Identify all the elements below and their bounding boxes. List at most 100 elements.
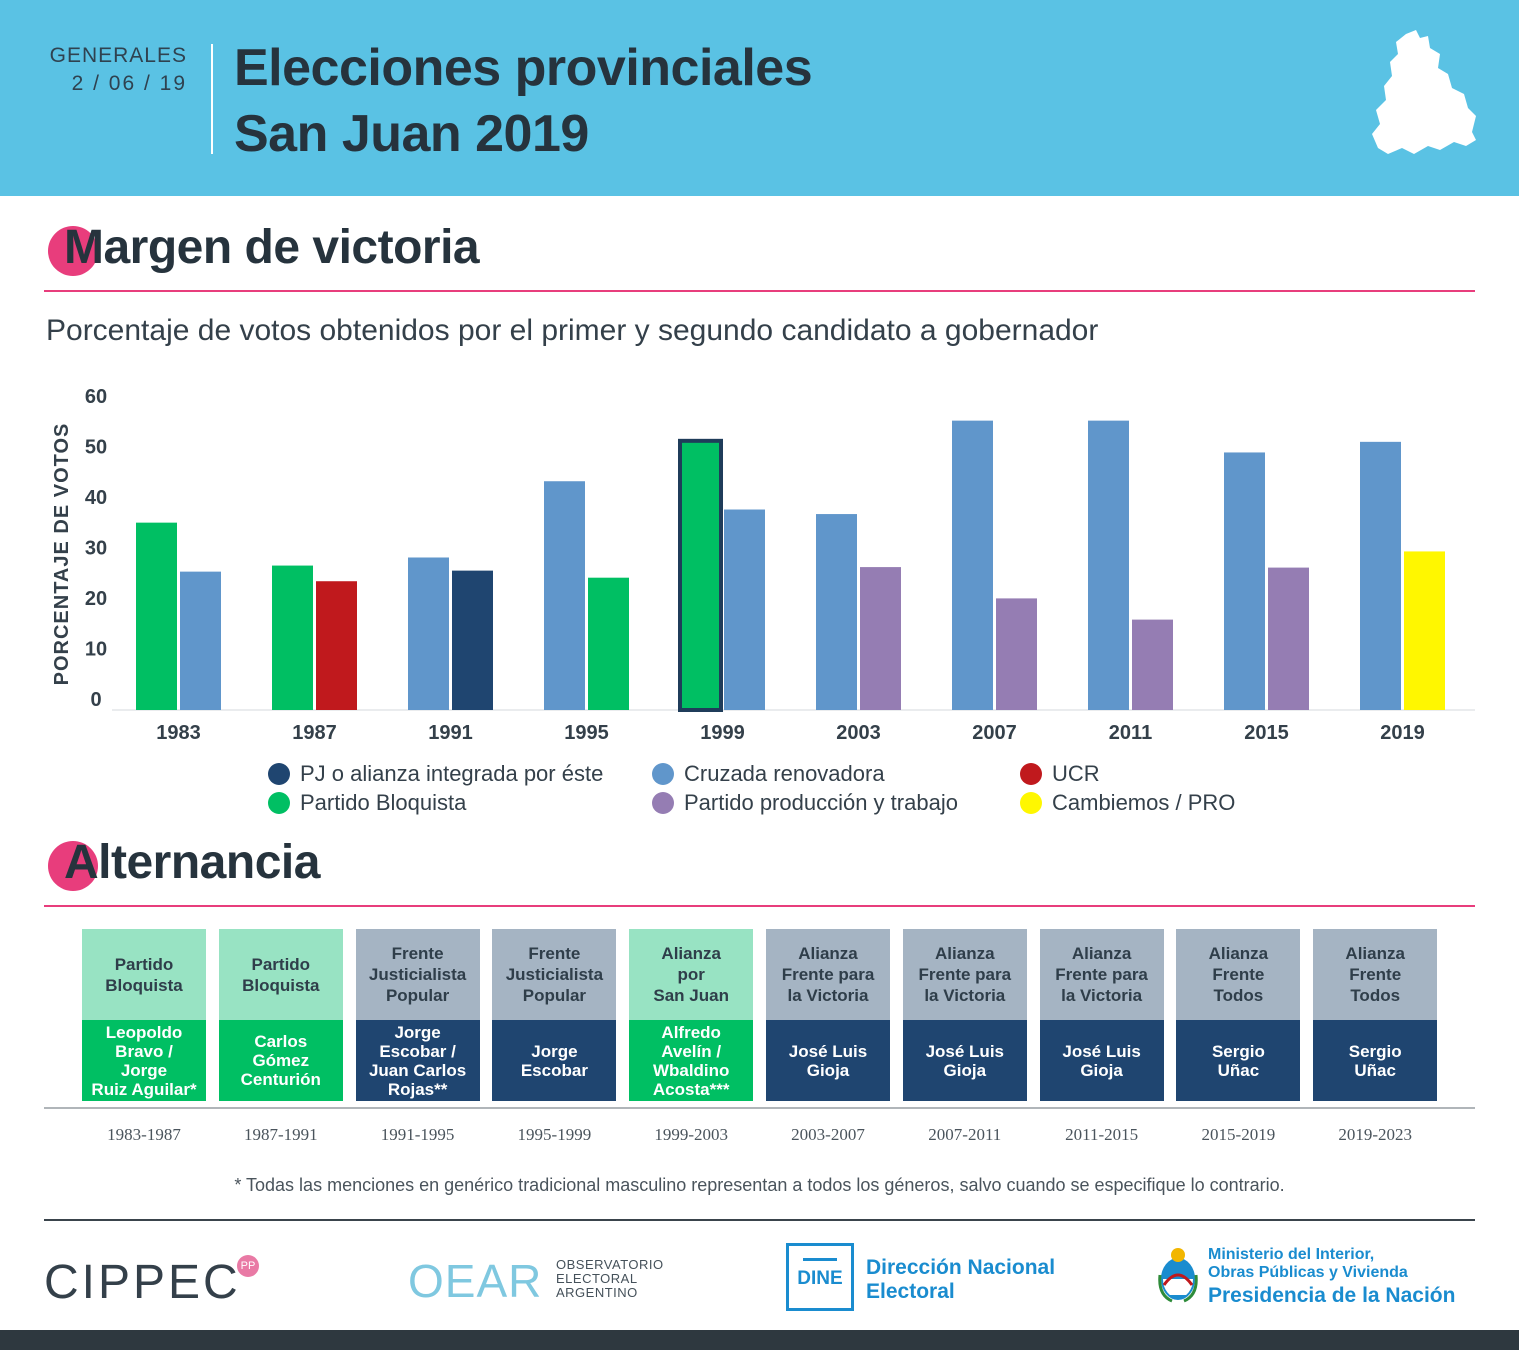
vote-share-bar-chart: 0 10 20 30 40 50 60 PORCENTAJE DE VOTOS 1983 1987… — [51, 386, 1475, 744]
legend-swatch — [652, 792, 674, 814]
section-title-alternancia: Alternancia — [64, 836, 320, 889]
legend-swatch — [268, 763, 290, 785]
legend-label: UCR — [1052, 761, 1100, 786]
san-juan-map-icon — [1372, 30, 1476, 154]
bar-second-candidate — [588, 577, 629, 710]
page-title-line-2: San Juan 2019 — [234, 105, 589, 163]
ministerio-name: Ministerio del Interior, Obras Públicas … — [1208, 1246, 1408, 1281]
term-party: Alianza Frente para la Victoria — [902, 929, 1027, 1020]
y-tick-label: 0 — [90, 689, 101, 711]
term-column: Alianza Frente para la Victoria José Luis… — [766, 929, 890, 1101]
election-date: 2 / 06 / 19 — [71, 72, 187, 95]
term-governor: José Luis Gioja — [766, 1020, 890, 1101]
bar-first-candidate — [952, 420, 993, 710]
page-title-line-1: Elecciones provinciales — [234, 39, 813, 97]
legend-label: Cambiemos / PRO — [1052, 790, 1236, 815]
term-party: Alianza Frente para la Victoria — [1039, 929, 1164, 1020]
x-tick-label: 2011 — [1109, 722, 1152, 744]
term-period: 2015-2019 — [1201, 1125, 1276, 1144]
term-governor: José Luis Gioja — [902, 1020, 1027, 1101]
dine-logo-bar — [803, 1258, 837, 1261]
term-column: Alianza por San Juan Alfredo Avelín / Wba… — [629, 929, 754, 1101]
bar-second-candidate — [1132, 619, 1173, 710]
x-tick-label: 1991 — [428, 722, 473, 744]
x-tick-label: 2015 — [1244, 722, 1289, 744]
legend-label: Cruzada renovadora — [684, 761, 885, 786]
heading-dot — [48, 226, 98, 276]
legend-label: Partido producción y trabajo — [684, 790, 958, 815]
term-period: 1987-1991 — [243, 1125, 318, 1144]
dine-logo-text: DINE — [797, 1268, 843, 1289]
term-column: Partido Bloquista Carlos Gómez Centurión — [218, 929, 343, 1101]
term-column: Alianza Frente Todos Sergio Uñac — [1176, 929, 1301, 1101]
cippec-badge: PP — [237, 1255, 259, 1277]
term-column: Alianza Frente Todos Sergio Uñac — [1313, 929, 1438, 1101]
election-type-label: GENERALES — [49, 44, 187, 67]
footnote: * Todas las menciones en genérico tradic… — [234, 1175, 1285, 1195]
section-title-margen: Margen de victoria — [64, 221, 480, 274]
x-tick-label: 1987 — [292, 722, 337, 744]
national-shield-icon — [1158, 1248, 1198, 1303]
term-party: Partido Bloquista — [82, 929, 206, 1020]
bar-second-candidate — [724, 509, 765, 710]
bar-first-candidate — [816, 514, 857, 710]
term-party: Alianza por San Juan — [629, 929, 754, 1020]
section-divider — [44, 905, 1475, 907]
chart-subtitle: Porcentaje de votos obtenidos por el pri… — [46, 314, 1099, 347]
term-governor: José Luis Gioja — [1039, 1020, 1164, 1101]
x-tick-label: 2003 — [836, 722, 881, 744]
legend-item-bloquista: Partido Bloquista — [268, 789, 466, 817]
term-party: Alianza Frente para la Victoria — [766, 929, 890, 1020]
y-axis-label: PORCENTAJE DE VOTOS — [51, 423, 73, 686]
y-tick-label: 60 — [85, 386, 107, 408]
heading-dot — [48, 841, 98, 891]
term-column: Alianza Frente para la Victoria José Luis… — [1039, 929, 1164, 1101]
bar-second-candidate — [180, 571, 221, 710]
term-period: 1983-1987 — [107, 1125, 181, 1144]
x-tick-label: 1999 — [700, 722, 745, 744]
y-tick-label: 40 — [85, 487, 107, 509]
bar-second-candidate — [860, 567, 901, 710]
term-column: Frente Justicialista Popular Jorge Escoba… — [492, 929, 617, 1101]
timeline-baseline — [44, 1107, 1475, 1109]
legend-item-cruzada: Cruzada renovadora — [652, 760, 885, 788]
term-column: Partido Bloquista Leopoldo Bravo / Jorge … — [82, 929, 206, 1101]
legend-swatch — [1020, 763, 1042, 785]
dine-logo: DINE — [786, 1243, 854, 1311]
term-period: 2011-2015 — [1065, 1125, 1139, 1144]
oear-logo-subtitle: OBSERVATORIO ELECTORAL ARGENTINO — [556, 1257, 664, 1300]
y-tick-label: 50 — [85, 437, 107, 459]
oear-logo: OEAR — [408, 1255, 543, 1307]
bar-second-candidate — [996, 598, 1037, 710]
bar-first-candidate — [1224, 452, 1265, 710]
legend-item-pj: PJ o alianza integrada por éste — [268, 760, 603, 788]
legend-item-produccion: Partido producción y trabajo — [652, 789, 958, 817]
y-tick-label: 30 — [85, 538, 107, 560]
legend-item-ucr: UCR — [1020, 760, 1100, 788]
term-governor: Jorge Escobar — [492, 1020, 617, 1101]
legend-swatch — [1020, 792, 1042, 814]
bar-first-candidate — [1360, 441, 1401, 710]
term-column: Alianza Frente para la Victoria José Luis… — [902, 929, 1027, 1101]
term-period: 2019-2023 — [1338, 1125, 1413, 1144]
term-period: 1991-1995 — [380, 1125, 455, 1144]
term-governor: Leopoldo Bravo / Jorge Ruiz Aguilar* — [82, 1020, 206, 1101]
term-column: Frente Justicialista Popular Jorge Escoba… — [355, 929, 480, 1101]
legend-swatch — [652, 763, 674, 785]
term-period: 1995-1999 — [517, 1125, 592, 1144]
bar-first-candidate — [1088, 420, 1129, 710]
x-tick-label: 1995 — [564, 722, 609, 744]
term-party: Alianza Frente Todos — [1313, 929, 1438, 1020]
term-period: 2003-2007 — [791, 1125, 865, 1144]
term-governor: Alfredo Avelín / Wbaldino Acosta*** — [629, 1020, 754, 1101]
term-party: Alianza Frente Todos — [1176, 929, 1301, 1020]
bar-second-candidate — [1268, 567, 1309, 710]
bar-second-candidate — [316, 581, 357, 710]
bar-first-candidate — [544, 481, 585, 710]
footer-divider — [44, 1219, 1475, 1221]
header-divider — [211, 44, 213, 154]
legend-swatch — [268, 792, 290, 814]
dine-name: Dirección Nacional Electoral — [866, 1256, 1056, 1303]
term-period: 2007-2011 — [928, 1125, 1002, 1144]
y-tick-label: 20 — [85, 588, 107, 610]
